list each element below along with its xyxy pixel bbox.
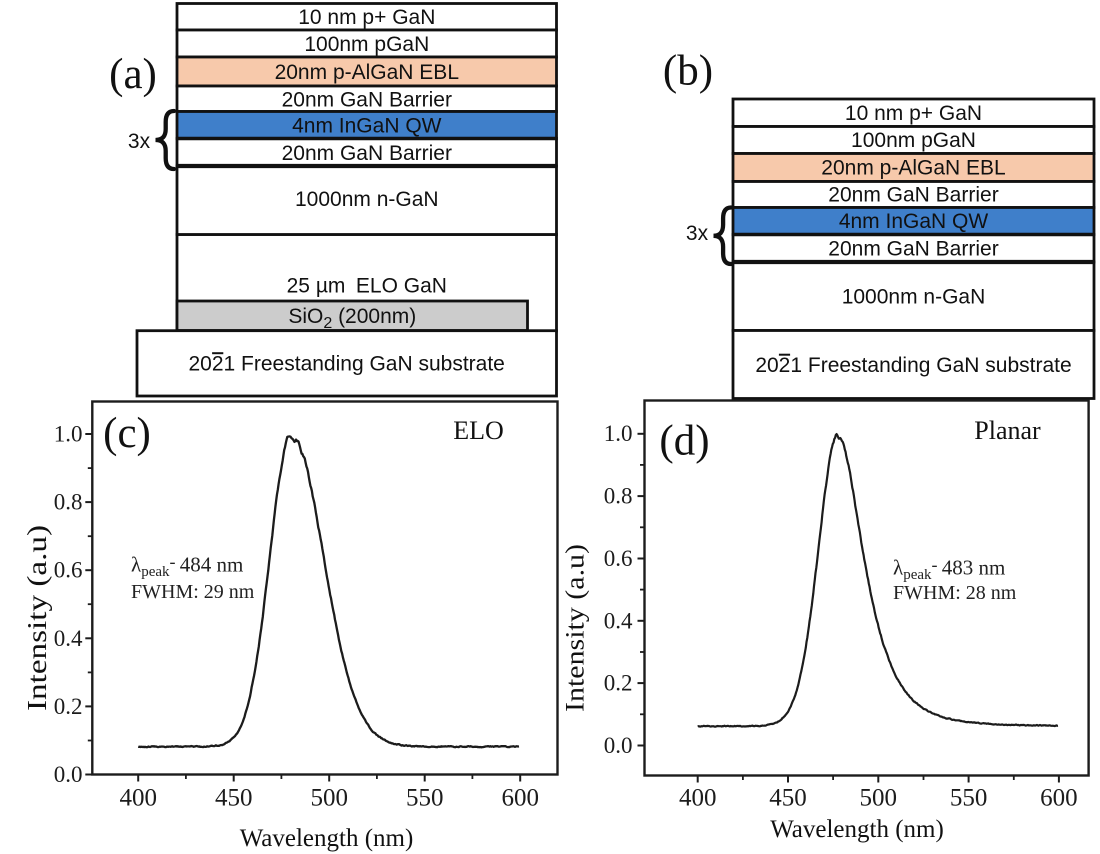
svg-text:2021 Freestanding GaN substrat: 2021 Freestanding GaN substrate <box>189 353 505 376</box>
svg-text:Wavelength (nm): Wavelength (nm) <box>770 816 944 843</box>
svg-text:450: 450 <box>769 785 807 812</box>
svg-text:400: 400 <box>679 785 717 812</box>
svg-text:550: 550 <box>950 785 988 812</box>
svg-text:(d): (d) <box>659 418 709 465</box>
svg-text:0.2: 0.2 <box>604 671 633 696</box>
svg-text:20nm p-AlGaN EBL: 20nm p-AlGaN EBL <box>821 157 1005 180</box>
svg-text:100nm pGaN: 100nm pGaN <box>851 129 976 152</box>
svg-text:(b): (b) <box>663 48 713 95</box>
svg-text:0.6: 0.6 <box>604 546 633 571</box>
svg-text:400: 400 <box>119 785 157 812</box>
svg-text:SiO2 (200nm): SiO2 (200nm) <box>288 305 416 332</box>
svg-text:500: 500 <box>860 785 898 812</box>
svg-text:0.0: 0.0 <box>54 762 83 787</box>
svg-text:FWHM: 28 nm: FWHM: 28 nm <box>893 582 1017 604</box>
svg-text:10 nm p+ GaN: 10 nm p+ GaN <box>298 6 435 29</box>
svg-text:2021 Freestanding GaN substrat: 2021 Freestanding GaN substrate <box>755 354 1071 377</box>
svg-text:20nm p-AlGaN EBL: 20nm p-AlGaN EBL <box>275 61 459 84</box>
svg-text:450: 450 <box>215 785 253 812</box>
svg-text:0.0: 0.0 <box>604 733 633 758</box>
svg-text:(c): (c) <box>103 410 151 457</box>
svg-text:3x: 3x <box>128 130 151 153</box>
svg-text:0.8: 0.8 <box>54 490 83 515</box>
svg-text:FWHM: 29 nm: FWHM: 29 nm <box>131 581 255 603</box>
svg-text:1000nm n-GaN: 1000nm n-GaN <box>295 188 439 211</box>
svg-text:1000nm n-GaN: 1000nm n-GaN <box>842 286 986 309</box>
svg-text:Intensity (a.u): Intensity (a.u) <box>22 525 52 711</box>
svg-text:0.2: 0.2 <box>54 694 83 719</box>
svg-text:25 µm ELO GaN: 25 µm ELO GaN <box>287 275 447 298</box>
svg-text:Planar: Planar <box>974 416 1041 445</box>
svg-text:0.6: 0.6 <box>54 558 83 583</box>
svg-text:4nm InGaN QW: 4nm InGaN QW <box>292 115 442 138</box>
svg-text:Intensity (a.u): Intensity (a.u) <box>561 544 590 712</box>
svg-text:4nm InGaN QW: 4nm InGaN QW <box>839 210 989 233</box>
svg-text:20nm GaN Barrier: 20nm GaN Barrier <box>282 142 452 165</box>
svg-text:Wavelength (nm): Wavelength (nm) <box>240 825 414 852</box>
svg-text:20nm GaN Barrier: 20nm GaN Barrier <box>828 238 998 261</box>
svg-text:20nm GaN Barrier: 20nm GaN Barrier <box>828 184 998 207</box>
svg-text:3x: 3x <box>686 222 709 245</box>
svg-text:0.8: 0.8 <box>604 484 633 509</box>
svg-text:600: 600 <box>1040 785 1078 812</box>
svg-text:(a): (a) <box>109 51 157 98</box>
svg-text:550: 550 <box>406 785 444 812</box>
svg-text:10 nm p+ GaN: 10 nm p+ GaN <box>845 102 982 125</box>
svg-text:1.0: 1.0 <box>604 421 633 446</box>
svg-text:1.0: 1.0 <box>54 422 83 447</box>
svg-text:20nm GaN Barrier: 20nm GaN Barrier <box>282 89 452 112</box>
svg-text:ELO: ELO <box>453 416 504 445</box>
svg-text:500: 500 <box>310 785 348 812</box>
svg-text:0.4: 0.4 <box>54 626 83 651</box>
svg-text:600: 600 <box>501 785 539 812</box>
svg-text:0.4: 0.4 <box>604 608 633 633</box>
svg-text:100nm pGaN: 100nm pGaN <box>304 33 429 56</box>
